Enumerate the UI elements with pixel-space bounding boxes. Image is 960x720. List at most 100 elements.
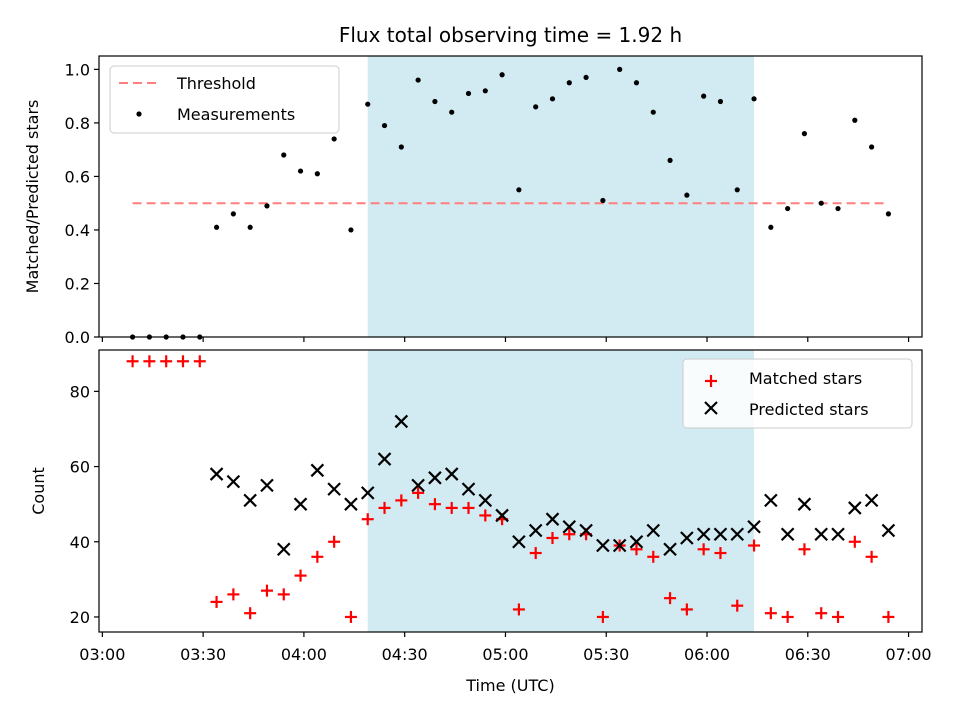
matched-star-point — [176, 355, 189, 368]
measurement-point — [751, 96, 757, 102]
predicted-star-point — [226, 474, 241, 489]
ratio-panel-y-ticks: 0.0 0.2 0.4 0.6 0.8 1.0 — [65, 60, 99, 347]
y-tick-label: 0.4 — [65, 221, 90, 240]
predicted-star-point — [545, 512, 560, 526]
measurement-point — [398, 144, 404, 150]
predicted-star-point — [579, 523, 593, 538]
x-axis-label: Time (UTC) — [465, 676, 554, 695]
ratio-legend-box — [109, 65, 340, 134]
predicted-star-point — [596, 538, 610, 553]
matched-star-point — [764, 607, 777, 620]
predicted-star-point — [377, 452, 392, 466]
y-tick-label: 1.0 — [65, 60, 90, 79]
matched-star-point — [193, 355, 206, 368]
measurement-point — [365, 101, 371, 107]
y-tick-label: 0.8 — [65, 114, 90, 133]
measurement-point — [247, 224, 253, 230]
matched-star-point — [848, 535, 861, 548]
predicted-star-point — [747, 519, 761, 534]
predicted-star-point — [276, 542, 291, 557]
matched-star-point — [395, 494, 408, 507]
x-tick-label: 05:00 — [482, 645, 528, 664]
predicted-star-point — [646, 523, 661, 538]
chart-title: Flux total observing time = 1.92 h — [339, 23, 682, 47]
predicted-star-point — [327, 482, 341, 496]
ratio-panel: 0.0 0.2 0.4 0.6 0.8 1.0 Flux total observing … — [23, 23, 923, 347]
x-tick-label: 03:30 — [180, 645, 226, 664]
predicted-star-point — [780, 527, 795, 542]
measurement-point — [600, 197, 606, 204]
measurement-point — [432, 98, 438, 105]
measurement-point — [650, 109, 656, 115]
count-panel-frame — [98, 349, 923, 633]
measurement-point — [667, 157, 673, 163]
matched-star-point — [361, 513, 374, 526]
measurement-point — [701, 93, 707, 99]
matched-star-point — [546, 532, 559, 544]
y-tick-label: 0.6 — [65, 167, 90, 186]
ratio-panel-legend: Threshold Measurements — [109, 65, 340, 134]
predicted-star-point — [310, 463, 325, 478]
predicted-star-point — [797, 497, 812, 511]
measurement-point — [297, 168, 304, 174]
matched-star-point — [143, 355, 156, 368]
matched-star-point — [832, 610, 845, 623]
measurement-point — [415, 77, 421, 83]
ratio-panel-frame — [98, 55, 923, 338]
x-tick-label: 03:00 — [79, 645, 125, 664]
matched-star-point — [462, 501, 475, 514]
predicted-star-point — [663, 542, 677, 557]
x-tick-label: 06:00 — [684, 645, 730, 664]
matched-star-point — [227, 588, 240, 601]
legend-threshold-label: Threshold — [176, 74, 256, 93]
measurement-point — [818, 200, 824, 206]
matched-star-point — [596, 610, 609, 623]
predicted-star-point — [243, 493, 257, 508]
matched-star-point — [731, 599, 744, 612]
matched-star-point — [798, 543, 811, 556]
matched-star-point — [210, 595, 223, 608]
count-panel-x-ticks: 03:00 03:30 04:00 04:30 05:00 05:30 06:00 06:30… — [79, 632, 932, 664]
measurement-point — [314, 171, 320, 177]
matched-stars-points — [126, 355, 895, 623]
predicted-star-point — [394, 414, 409, 429]
legend-measurements-swatch — [136, 111, 142, 117]
matched-star-point — [664, 592, 677, 605]
measurement-point — [617, 66, 623, 72]
count-panel-legend: Matched stars Predicted stars — [682, 358, 913, 429]
matched-star-point — [311, 550, 324, 563]
predicted-star-point — [461, 482, 476, 496]
predicted-star-point — [848, 501, 862, 515]
predicted-star-point — [512, 534, 526, 549]
x-tick-label: 07:00 — [886, 645, 932, 664]
predicted-star-point — [612, 538, 627, 553]
predicted-star-point — [629, 534, 644, 549]
predicted-star-point — [696, 527, 711, 542]
measurement-point — [869, 144, 875, 150]
predicted-star-point — [881, 523, 896, 538]
ratio-panel-shaded-interval — [367, 56, 755, 337]
matched-star-point — [815, 607, 828, 620]
measurement-point — [465, 90, 472, 97]
matched-star-point — [260, 584, 273, 597]
predicted-star-point — [680, 531, 694, 545]
measurement-point — [264, 203, 270, 209]
measurement-point — [785, 205, 791, 212]
predicted-star-point — [478, 493, 493, 508]
matched-star-point — [328, 535, 341, 548]
ratio-panel-y-axis-label: Matched/Predicted stars — [23, 100, 42, 294]
measurement-point — [566, 80, 572, 86]
x-tick-label: 04:30 — [382, 645, 428, 664]
matched-star-point — [428, 498, 441, 511]
measurement-point — [852, 117, 858, 123]
predicted-stars-points — [209, 414, 896, 557]
x-tick-label: 06:30 — [785, 645, 831, 664]
matched-star-point — [445, 501, 458, 514]
matched-star-point — [244, 607, 257, 620]
predicted-star-point — [562, 519, 577, 534]
y-tick-label: 60 — [70, 458, 90, 477]
matched-star-point — [882, 610, 895, 623]
count-legend-box — [682, 358, 913, 429]
